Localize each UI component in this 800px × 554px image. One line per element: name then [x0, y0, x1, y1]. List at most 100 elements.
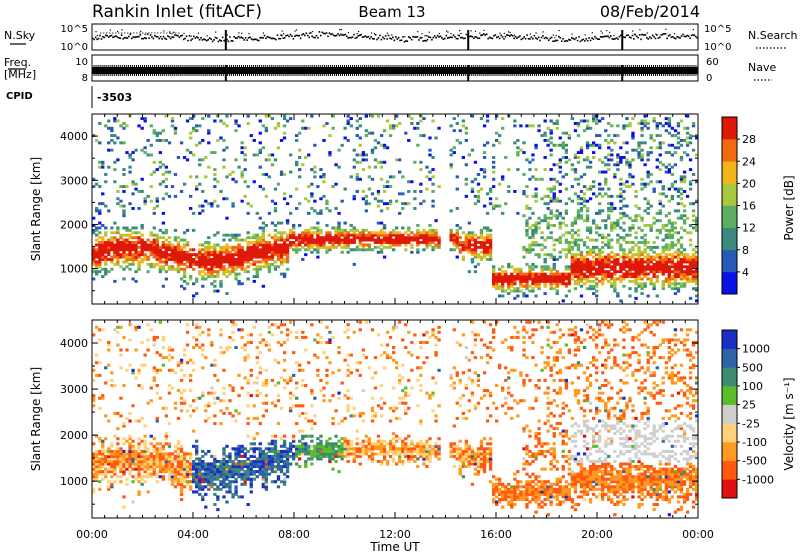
- power-cell: [616, 163, 620, 167]
- power-cell: [228, 265, 232, 269]
- power-cell: [534, 294, 538, 298]
- power-cell: [434, 243, 438, 247]
- power-cell: [592, 185, 596, 189]
- power-cell: [134, 243, 138, 247]
- power-cell: [628, 122, 632, 125]
- power-cell: [622, 190, 626, 193]
- power-cell: [598, 226, 602, 230]
- power-cell: [510, 284, 514, 288]
- power-cell: [279, 258, 284, 261]
- power-cell: [404, 236, 408, 240]
- power-cell: [582, 267, 587, 271]
- power-cell: [292, 243, 296, 247]
- noise-point: [356, 36, 358, 39]
- noise-point: [302, 32, 305, 35]
- power-cell: [607, 272, 611, 276]
- power-cell: [676, 262, 681, 266]
- power-cell: [292, 231, 296, 235]
- power-cell: [207, 165, 211, 169]
- power-cell: [304, 248, 308, 252]
- power-cell: [691, 277, 696, 281]
- power-cell: [285, 250, 290, 254]
- power-cell: [258, 131, 262, 135]
- power-cell: [234, 258, 238, 261]
- power-cell: [358, 241, 362, 244]
- power-cell: [628, 226, 632, 230]
- power-cell: [125, 226, 129, 230]
- power-cell: [610, 202, 614, 206]
- power-cell: [501, 275, 505, 279]
- power-cell: [579, 119, 584, 123]
- power-cell: [152, 160, 156, 164]
- power-cell: [637, 267, 641, 271]
- power-cell: [140, 258, 144, 261]
- power-cell: [501, 270, 505, 274]
- power-cell: [343, 228, 347, 232]
- power-cell: [628, 165, 632, 169]
- power-cell: [549, 141, 553, 145]
- velocity-cell: [137, 444, 141, 448]
- power-cell: [173, 194, 178, 198]
- noise-point: [190, 35, 192, 37]
- velocity-cell: [176, 465, 181, 469]
- velocity-cell: [92, 462, 96, 466]
- power-cell: [655, 124, 659, 128]
- noise-point: [657, 37, 660, 39]
- noise-point: [231, 40, 234, 42]
- power-cell: [264, 255, 269, 259]
- noise-point: [386, 38, 388, 40]
- power-cell: [558, 226, 562, 230]
- power-cell: [155, 262, 159, 266]
- power-cell: [185, 241, 190, 244]
- power-cell: [631, 226, 635, 230]
- power-cell: [473, 250, 478, 254]
- power-cell: [234, 260, 238, 264]
- power-cell: [640, 277, 644, 281]
- power-cell: [643, 250, 647, 254]
- noise-point: [256, 39, 259, 41]
- power-cell: [289, 231, 293, 235]
- power-cell: [564, 224, 569, 227]
- power-cell: [582, 204, 587, 208]
- power-cell: [355, 190, 359, 193]
- noise-point: [517, 36, 520, 38]
- power-cell: [585, 262, 590, 266]
- noise-point: [315, 34, 318, 37]
- colorbar-swatch: [722, 161, 737, 184]
- power-cell: [576, 270, 581, 274]
- power-cell: [295, 243, 299, 247]
- power-cell: [552, 194, 556, 198]
- power-cell: [379, 221, 384, 225]
- power-cell: [322, 180, 326, 184]
- velocity-cell: [92, 465, 96, 469]
- power-cell: [413, 190, 417, 193]
- power-cell: [685, 136, 690, 140]
- power-cell: [667, 253, 672, 257]
- power-cell: [110, 245, 114, 249]
- power-cell: [607, 194, 611, 198]
- power-cell: [304, 197, 308, 201]
- power-cell: [343, 245, 347, 249]
- power-cell: [585, 207, 590, 210]
- power-cell: [667, 211, 672, 215]
- power-cell: [604, 236, 608, 240]
- power-cell: [558, 279, 562, 283]
- power-cell: [228, 173, 232, 176]
- power-cell: [540, 236, 544, 240]
- power-cell: [234, 272, 238, 276]
- power-cell: [95, 243, 99, 247]
- power-cell: [576, 134, 581, 138]
- noise-point: [591, 32, 593, 34]
- power-cell: [164, 185, 169, 189]
- velocity-cell: [131, 462, 135, 466]
- power-cell: [295, 238, 299, 242]
- power-cell: [116, 119, 120, 123]
- power-cell: [470, 236, 475, 240]
- power-cell: [213, 253, 217, 257]
- velocity-cell: [173, 449, 178, 453]
- range-tick-label: 3000: [60, 174, 88, 187]
- power-cell: [682, 255, 687, 259]
- power-cell: [464, 245, 469, 249]
- power-cell: [325, 245, 329, 249]
- power-cell: [340, 143, 344, 147]
